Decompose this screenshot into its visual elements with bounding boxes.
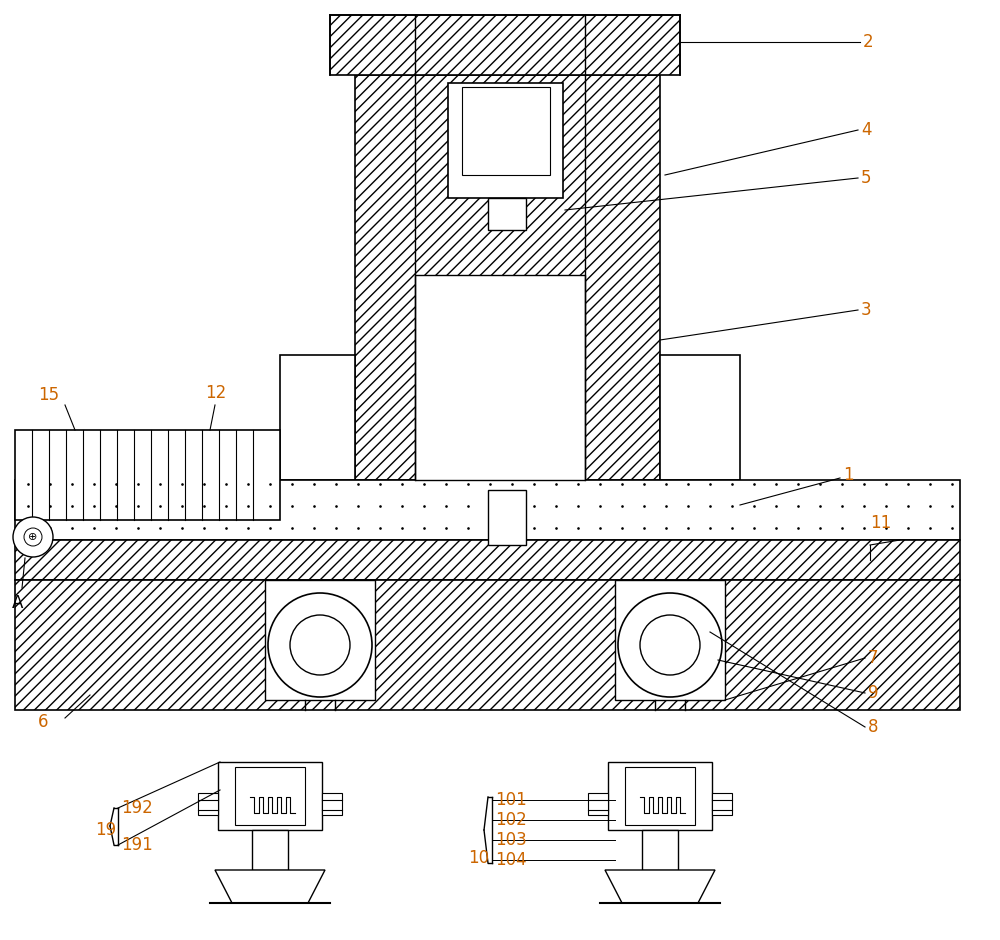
Text: 103: 103 — [495, 831, 527, 849]
Text: 6: 6 — [38, 713, 49, 731]
Text: 8: 8 — [868, 718, 879, 736]
Text: 3: 3 — [861, 301, 872, 319]
Text: 104: 104 — [495, 851, 527, 869]
Text: 4: 4 — [861, 121, 872, 139]
Bar — [15, 580, 960, 710]
Text: 192: 192 — [121, 799, 153, 817]
Text: 10: 10 — [468, 849, 489, 867]
Bar — [330, 15, 680, 75]
Bar — [588, 793, 608, 815]
Bar — [15, 480, 960, 540]
Text: 101: 101 — [495, 791, 527, 809]
Bar — [218, 762, 322, 830]
Circle shape — [24, 528, 42, 546]
Bar — [615, 580, 725, 700]
Bar — [448, 83, 563, 198]
Text: 9: 9 — [868, 684, 879, 702]
Text: 19: 19 — [95, 821, 116, 839]
Polygon shape — [605, 870, 715, 903]
Bar — [322, 793, 342, 815]
Text: 102: 102 — [495, 811, 527, 829]
Bar — [15, 540, 960, 580]
Text: ⊕: ⊕ — [28, 532, 38, 542]
Text: 5: 5 — [861, 169, 872, 187]
Bar — [355, 75, 660, 480]
Bar — [198, 793, 218, 815]
Circle shape — [618, 593, 722, 697]
Bar — [252, 830, 288, 870]
Bar — [488, 198, 526, 230]
Text: 12: 12 — [205, 384, 226, 402]
Text: 1: 1 — [843, 466, 854, 484]
Bar — [415, 275, 585, 480]
Bar — [280, 355, 355, 480]
Circle shape — [268, 593, 372, 697]
Bar — [265, 580, 375, 700]
Bar — [235, 767, 305, 825]
Polygon shape — [215, 870, 325, 903]
Text: 7: 7 — [868, 649, 879, 667]
Bar — [625, 767, 695, 825]
Circle shape — [290, 615, 350, 675]
Circle shape — [13, 517, 53, 557]
Bar — [462, 87, 550, 175]
Bar — [660, 355, 740, 480]
Text: A: A — [12, 594, 23, 612]
Text: 15: 15 — [38, 386, 59, 404]
Bar — [642, 830, 678, 870]
Text: 191: 191 — [121, 836, 153, 854]
Circle shape — [640, 615, 700, 675]
Text: 2: 2 — [863, 33, 874, 51]
Bar — [15, 430, 280, 520]
Text: 11: 11 — [870, 514, 891, 532]
Bar — [608, 762, 712, 830]
Bar — [488, 490, 526, 545]
Bar — [712, 793, 732, 815]
